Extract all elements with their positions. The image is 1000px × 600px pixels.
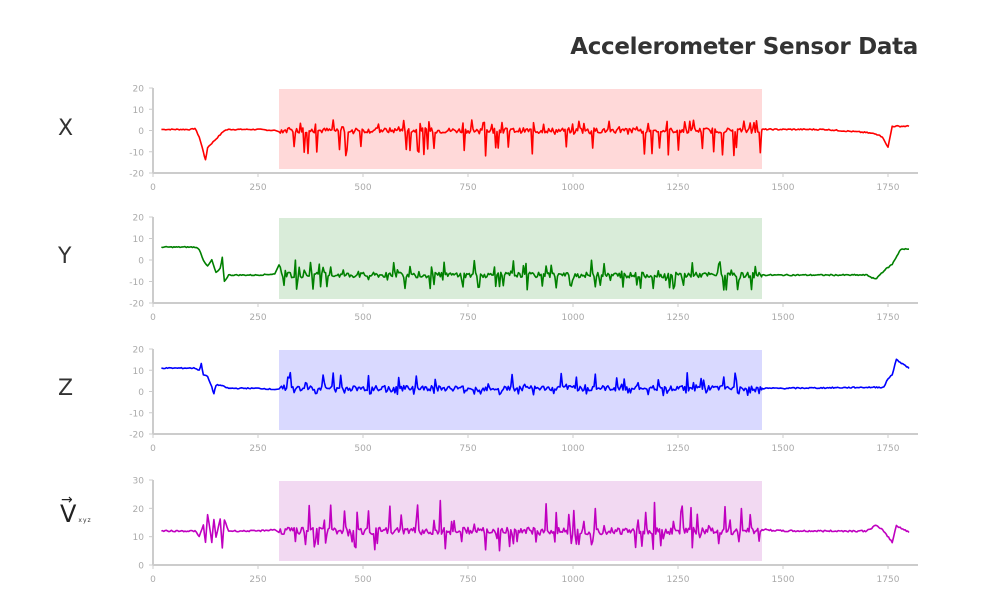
x-tick-label: 1250 — [667, 313, 690, 323]
x-tick-label: 1750 — [877, 183, 900, 193]
signal-line — [161, 358, 910, 397]
x-tick-label: 250 — [249, 313, 266, 323]
signal-line — [161, 499, 910, 552]
highlight-band — [279, 218, 762, 299]
x-tick-label: 1500 — [772, 313, 795, 323]
y-tick-label: 20 — [133, 346, 145, 356]
x-tick-label: 1000 — [562, 313, 585, 323]
x-tick-label: 250 — [249, 183, 266, 193]
y-tick-label: -20 — [129, 170, 144, 180]
z-axis-row-label: Z — [58, 376, 74, 401]
x-tick-label: 0 — [150, 313, 156, 323]
y-tick-label: 10 — [133, 106, 145, 116]
x-tick-label: 1500 — [772, 444, 795, 454]
x-tick-label: 1000 — [562, 575, 585, 585]
x-tick-label: 1000 — [562, 444, 585, 454]
x-tick-label: 1250 — [667, 575, 690, 585]
x-axis-row-label: X — [58, 116, 74, 141]
y-tick-label: 0 — [138, 388, 144, 398]
chart-panel-x: 20 10 0 -10 -20 0 250 500 750 1000 1250 1500 1750 — [129, 85, 918, 193]
y-tick-label: 20 — [133, 505, 145, 515]
y-tick-label: 0 — [138, 562, 144, 572]
y-axis-row-label: Y — [58, 244, 72, 269]
y-tick-label: 20 — [133, 85, 145, 95]
y-tick-label: 30 — [133, 477, 145, 487]
y-tick-label: -10 — [129, 148, 144, 158]
chart-panel-y: 20 10 0 -10 -20 0 250 500 750 1000 1250 1500 1750 — [129, 214, 918, 323]
y-tick-label: 0 — [138, 127, 144, 137]
x-tick-label: 1250 — [667, 444, 690, 454]
x-tick-label: 250 — [249, 575, 266, 585]
x-tick-label: 500 — [354, 183, 371, 193]
x-tick-label: 0 — [150, 444, 156, 454]
x-tick-label: 750 — [459, 183, 476, 193]
x-tick-label: 0 — [150, 183, 156, 193]
highlight-band — [279, 481, 762, 561]
y-tick-label: 0 — [138, 257, 144, 267]
signal-line — [161, 119, 910, 161]
x-tick-label: 500 — [354, 313, 371, 323]
x-tick-label: 1000 — [562, 183, 585, 193]
x-tick-label: 1500 — [772, 183, 795, 193]
x-tick-label: 0 — [150, 575, 156, 585]
x-tick-label: 1750 — [877, 313, 900, 323]
chart-title: Accelerometer Sensor Data — [570, 34, 918, 60]
x-tick-label: 750 — [459, 575, 476, 585]
x-tick-label: 750 — [459, 444, 476, 454]
y-tick-label: -20 — [129, 431, 144, 441]
x-tick-label: 1500 — [772, 575, 795, 585]
vector-arrow-icon: → — [61, 492, 73, 508]
y-tick-label: 10 — [133, 235, 145, 245]
chart-panel-z: 20 10 0 -10 -20 0 250 500 750 1000 1250 1500 1750 — [129, 346, 918, 454]
y-tick-label: -10 — [129, 409, 144, 419]
highlight-band — [279, 350, 762, 430]
x-tick-label: 500 — [354, 444, 371, 454]
y-tick-label: 10 — [133, 533, 145, 543]
x-tick-label: 500 — [354, 575, 371, 585]
signal-line — [161, 245, 910, 291]
y-tick-label: 20 — [133, 214, 145, 224]
y-tick-label: -20 — [129, 300, 144, 310]
y-tick-label: 10 — [133, 367, 145, 377]
x-tick-label: 250 — [249, 444, 266, 454]
x-tick-label: 750 — [459, 313, 476, 323]
x-tick-label: 1750 — [877, 575, 900, 585]
x-tick-label: 1750 — [877, 444, 900, 454]
y-tick-label: -10 — [129, 278, 144, 288]
x-tick-label: 1250 — [667, 183, 690, 193]
